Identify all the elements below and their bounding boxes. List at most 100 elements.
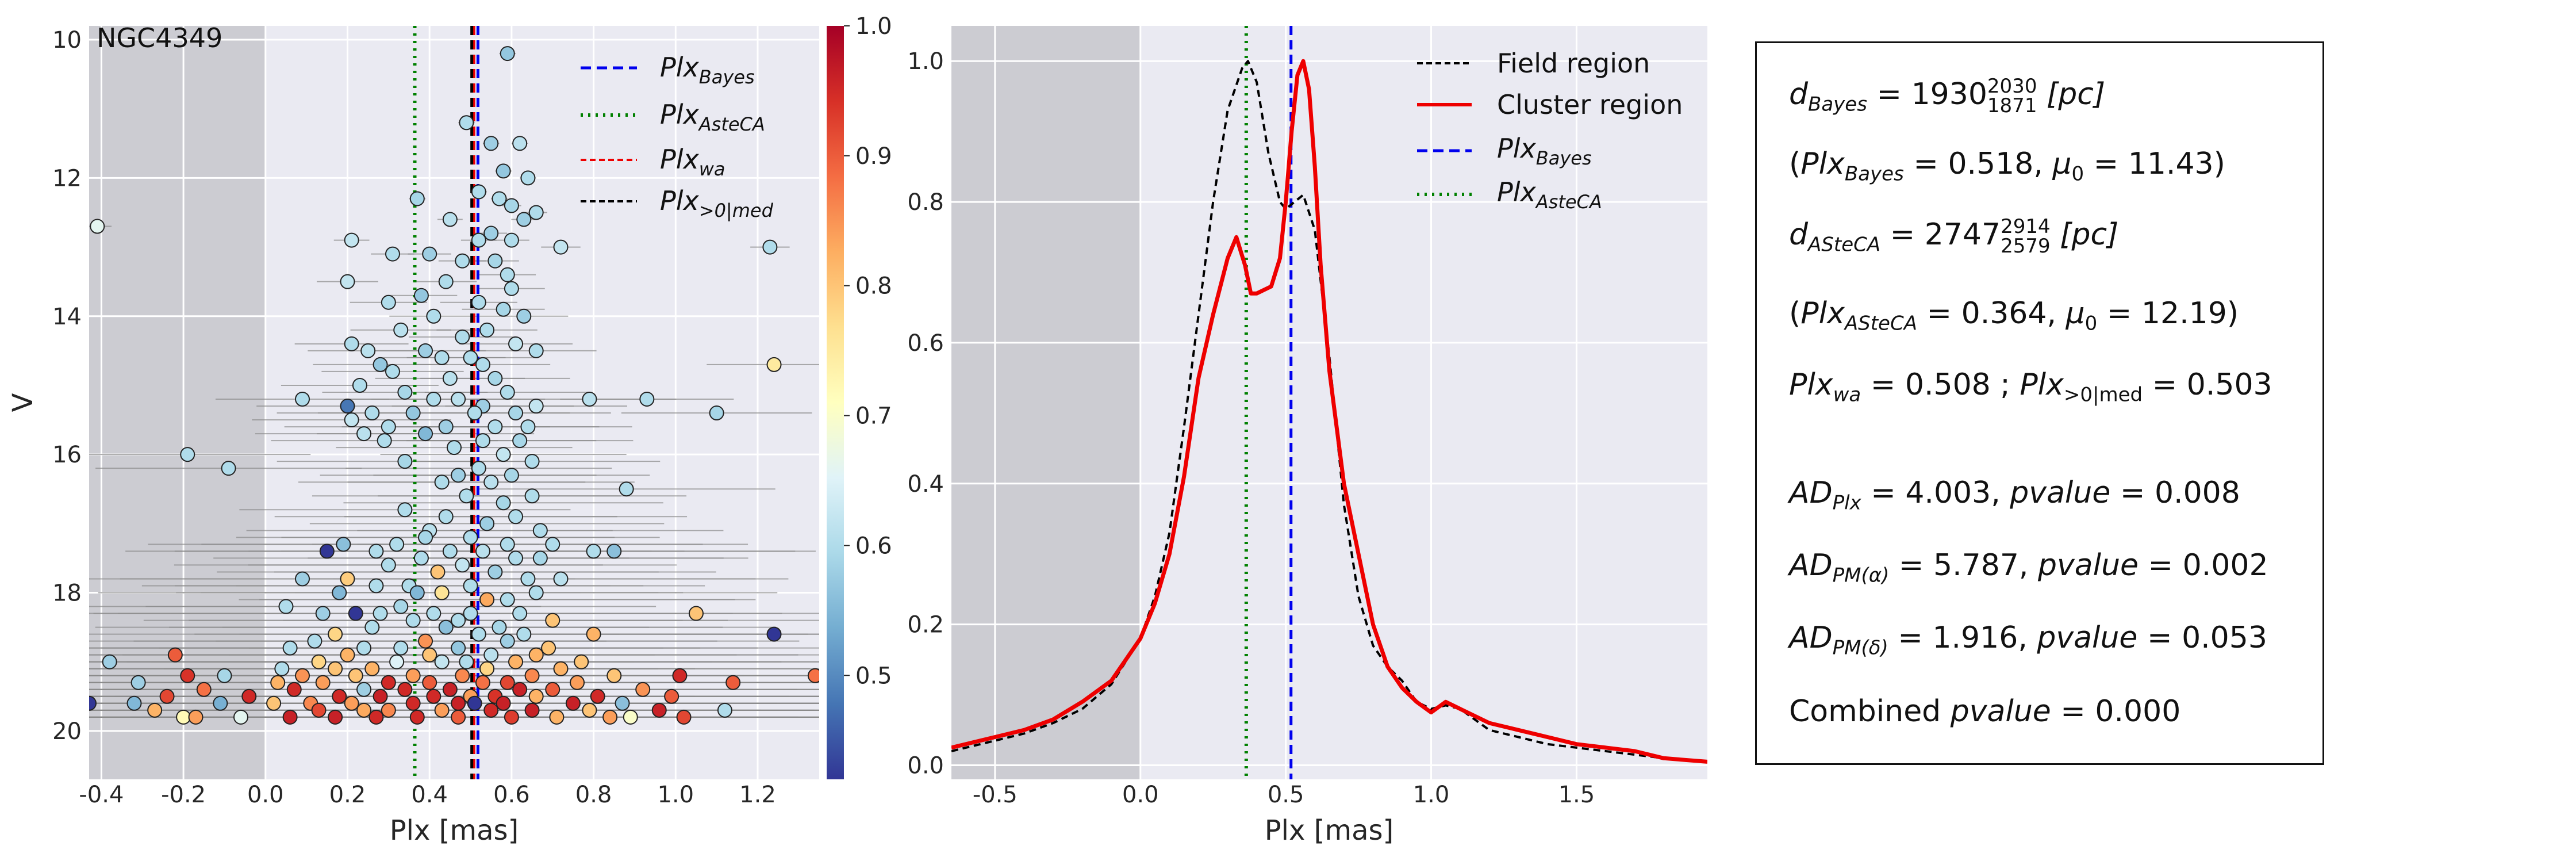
data-point [508,550,524,566]
y-tick-labels: 10 12 14 16 18 20 [52,27,82,745]
x-tick-label: 0.6 [493,782,530,808]
data-point [709,405,724,421]
data-point [504,281,519,296]
data-point [471,184,486,200]
x-tick-label: 0.4 [411,782,448,808]
data-point [344,695,359,711]
data-point [356,426,372,442]
bayes-params-line: (PlxBayes = 0.518, μ0 = 11.43) [1789,147,2225,186]
data-point [336,537,351,552]
data-point [397,384,413,400]
data-point [524,488,540,504]
data-point [426,391,442,407]
data-point [368,578,384,594]
data-point [532,550,548,566]
data-point [385,246,400,262]
legend-label-wa: Plxwa [660,144,725,180]
data-point [348,668,363,683]
data-point [373,357,388,372]
y-tick-label: 0.4 [907,471,944,498]
data-point [664,688,679,704]
data-point [451,468,466,483]
data-point [651,702,667,718]
data-point [397,682,413,697]
data-point [487,419,503,435]
x-tick-label: 1.5 [1558,782,1595,808]
data-point [471,626,486,642]
data-point [512,606,528,621]
y-tick-label: 1.0 [907,48,944,75]
data-point [455,668,470,683]
data-point [405,668,421,683]
data-point [368,709,384,725]
data-point [582,391,597,407]
data-point [487,253,503,269]
data-point [574,654,589,669]
data-point [807,668,819,683]
data-point [196,682,212,697]
data-point [90,219,105,234]
data-point [373,688,388,704]
data-point [459,488,474,504]
data-point [409,585,425,600]
data-point [451,640,466,656]
data-point [368,544,384,559]
data-point [479,661,495,676]
data-point [393,599,409,614]
data-point [405,695,421,711]
data-point [418,633,433,649]
data-point [344,336,359,351]
d-asteca-line: dASteCA = 2747 2914 2579 [pc] [1789,215,2119,258]
data-point [500,537,515,552]
y-tick-label: 20 [52,718,82,745]
data-point [500,592,515,607]
data-point [504,232,519,248]
data-point [615,695,630,711]
data-point [582,702,597,718]
data-point [528,647,544,663]
data-point [356,682,372,697]
data-point [126,695,142,711]
data-point [508,654,524,669]
series-cluster-region [951,59,1707,764]
ad-pma-line: ADPM(α) = 5.787, pvalue = 0.002 [1789,548,2268,587]
data-point [311,654,327,669]
data-point [451,391,466,407]
data-point [520,571,536,587]
data-point [492,191,507,206]
data-point [233,709,248,725]
excluded-region [951,26,1141,779]
x-axis-label: Plx [mas] [390,814,519,847]
data-point [295,571,310,587]
data-point [332,688,347,704]
plx-wa-med-line: Plxwa = 0.508 ; Plx>0|med = 0.503 [1789,368,2272,407]
data-point [451,613,466,628]
data-point [364,405,380,421]
data-point [463,606,478,621]
data-point [385,363,400,379]
data-point [397,502,413,518]
x-tick-labels: -0.5 0.0 0.5 1.0 1.5 [973,782,1595,808]
data-point [520,419,536,435]
data-point [328,626,343,642]
data-point [434,702,450,718]
x-axis-label: Plx [mas] [1265,814,1394,847]
data-point [483,647,499,663]
data-point [545,682,560,697]
data-point [393,640,409,656]
data-point [528,205,544,220]
data-point [434,585,450,600]
data-point [463,578,478,594]
data-point [639,391,655,407]
data-point [479,322,495,338]
data-point [528,399,544,414]
data-point [545,613,560,628]
x-tick-label: -0.4 [79,782,124,808]
data-point [426,308,442,324]
data-point [500,46,515,62]
data-point [405,405,421,421]
data-point [430,564,446,580]
data-point [520,170,536,186]
data-point [479,592,495,607]
data-point [455,557,470,573]
